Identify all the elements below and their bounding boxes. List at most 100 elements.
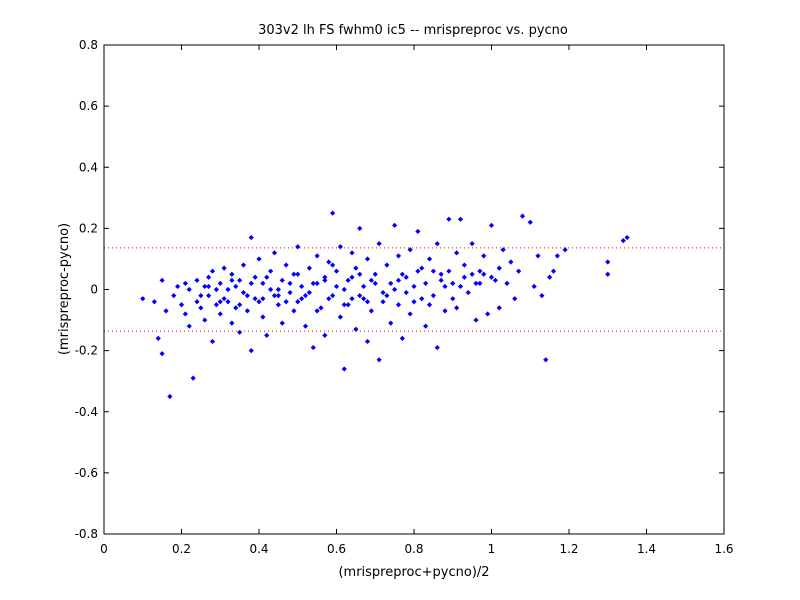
data-point xyxy=(159,277,165,283)
data-point xyxy=(271,293,278,299)
data-point xyxy=(481,253,487,259)
data-point xyxy=(415,228,421,235)
data-point xyxy=(299,283,305,290)
x-tick-label: 1.4 xyxy=(637,542,656,556)
x-tick-label: 1 xyxy=(488,542,496,556)
data-point xyxy=(268,286,274,293)
x-tick-label: 0.4 xyxy=(249,542,268,556)
data-point xyxy=(302,293,309,299)
data-point xyxy=(140,296,146,302)
data-point xyxy=(492,277,498,283)
y-tick-label: 0.6 xyxy=(79,99,98,113)
data-point xyxy=(438,277,444,283)
x-tick-label: 0 xyxy=(100,542,108,556)
data-point xyxy=(155,335,161,341)
data-point xyxy=(419,265,425,271)
data-point xyxy=(314,253,320,259)
data-point xyxy=(395,277,402,283)
data-point xyxy=(256,256,262,262)
data-point xyxy=(411,283,417,290)
data-point xyxy=(302,323,309,329)
data-point xyxy=(423,323,429,329)
data-point xyxy=(237,277,243,283)
data-point xyxy=(384,262,390,268)
data-point xyxy=(496,265,502,271)
data-point xyxy=(194,299,200,305)
data-point xyxy=(322,332,328,338)
data-point xyxy=(326,296,332,302)
data-point xyxy=(349,296,355,302)
y-tick-label: -0.2 xyxy=(75,344,98,358)
data-point xyxy=(229,271,235,277)
data-point xyxy=(500,247,506,253)
data-point xyxy=(488,274,495,280)
data-point xyxy=(291,271,297,277)
y-tick-label: 0.2 xyxy=(79,221,98,235)
y-axis-ticks: -0.8 -0.6 -0.4 -0.2 0 0.2 0.4 0.6 0.8 xyxy=(75,38,724,541)
chart-title: 303v2 lh FS fwhm0 ic5 -- mrispreproc vs.… xyxy=(258,23,568,38)
data-point xyxy=(233,283,239,290)
data-point xyxy=(186,286,192,293)
data-point xyxy=(384,293,390,299)
data-point xyxy=(477,280,483,286)
data-point xyxy=(605,259,611,265)
data-point xyxy=(178,302,185,308)
data-point xyxy=(295,271,301,277)
data-point xyxy=(372,280,378,286)
data-point xyxy=(554,253,560,259)
data-point xyxy=(264,274,270,280)
data-point xyxy=(461,274,467,280)
data-point xyxy=(457,216,464,222)
data-points xyxy=(140,210,630,400)
data-point xyxy=(310,344,316,351)
data-point xyxy=(330,293,336,299)
data-point xyxy=(419,296,425,302)
data-point xyxy=(314,280,320,286)
data-point xyxy=(326,259,332,265)
data-point xyxy=(175,283,181,290)
data-point xyxy=(605,271,611,277)
data-point xyxy=(306,265,312,271)
data-point xyxy=(539,293,545,299)
data-point xyxy=(279,277,285,283)
data-point xyxy=(450,296,456,302)
data-point xyxy=(237,329,243,335)
data-point xyxy=(392,286,398,293)
data-point xyxy=(341,302,347,308)
data-point xyxy=(244,308,250,314)
data-point xyxy=(423,280,429,286)
data-point xyxy=(477,268,483,274)
data-point xyxy=(229,320,235,326)
data-point xyxy=(392,222,398,228)
x-axis-label: (mrispreproc+pycno)/2 xyxy=(338,565,489,580)
y-tick-label: 0 xyxy=(90,283,98,297)
data-point xyxy=(209,338,216,345)
y-tick-label: 0.8 xyxy=(79,38,98,52)
data-point xyxy=(446,268,452,274)
data-point xyxy=(380,299,386,305)
data-point xyxy=(473,280,479,286)
data-point xyxy=(376,357,382,363)
data-point xyxy=(202,317,208,323)
y-tick-label: -0.8 xyxy=(75,527,98,541)
x-tick-label: 0.6 xyxy=(327,542,346,556)
data-point xyxy=(411,299,417,305)
data-point xyxy=(527,219,533,225)
data-point xyxy=(287,289,293,296)
data-point xyxy=(190,375,196,381)
data-point xyxy=(163,308,169,314)
data-point xyxy=(407,311,413,317)
data-point xyxy=(364,299,371,305)
data-point xyxy=(465,289,471,296)
data-point xyxy=(345,277,351,283)
data-point xyxy=(209,268,216,274)
data-point xyxy=(508,259,514,265)
data-point xyxy=(403,289,409,296)
data-point xyxy=(531,283,537,290)
data-point xyxy=(295,299,301,305)
data-point xyxy=(322,277,328,283)
data-point xyxy=(426,302,433,308)
data-point xyxy=(213,286,219,293)
data-point xyxy=(562,247,568,253)
